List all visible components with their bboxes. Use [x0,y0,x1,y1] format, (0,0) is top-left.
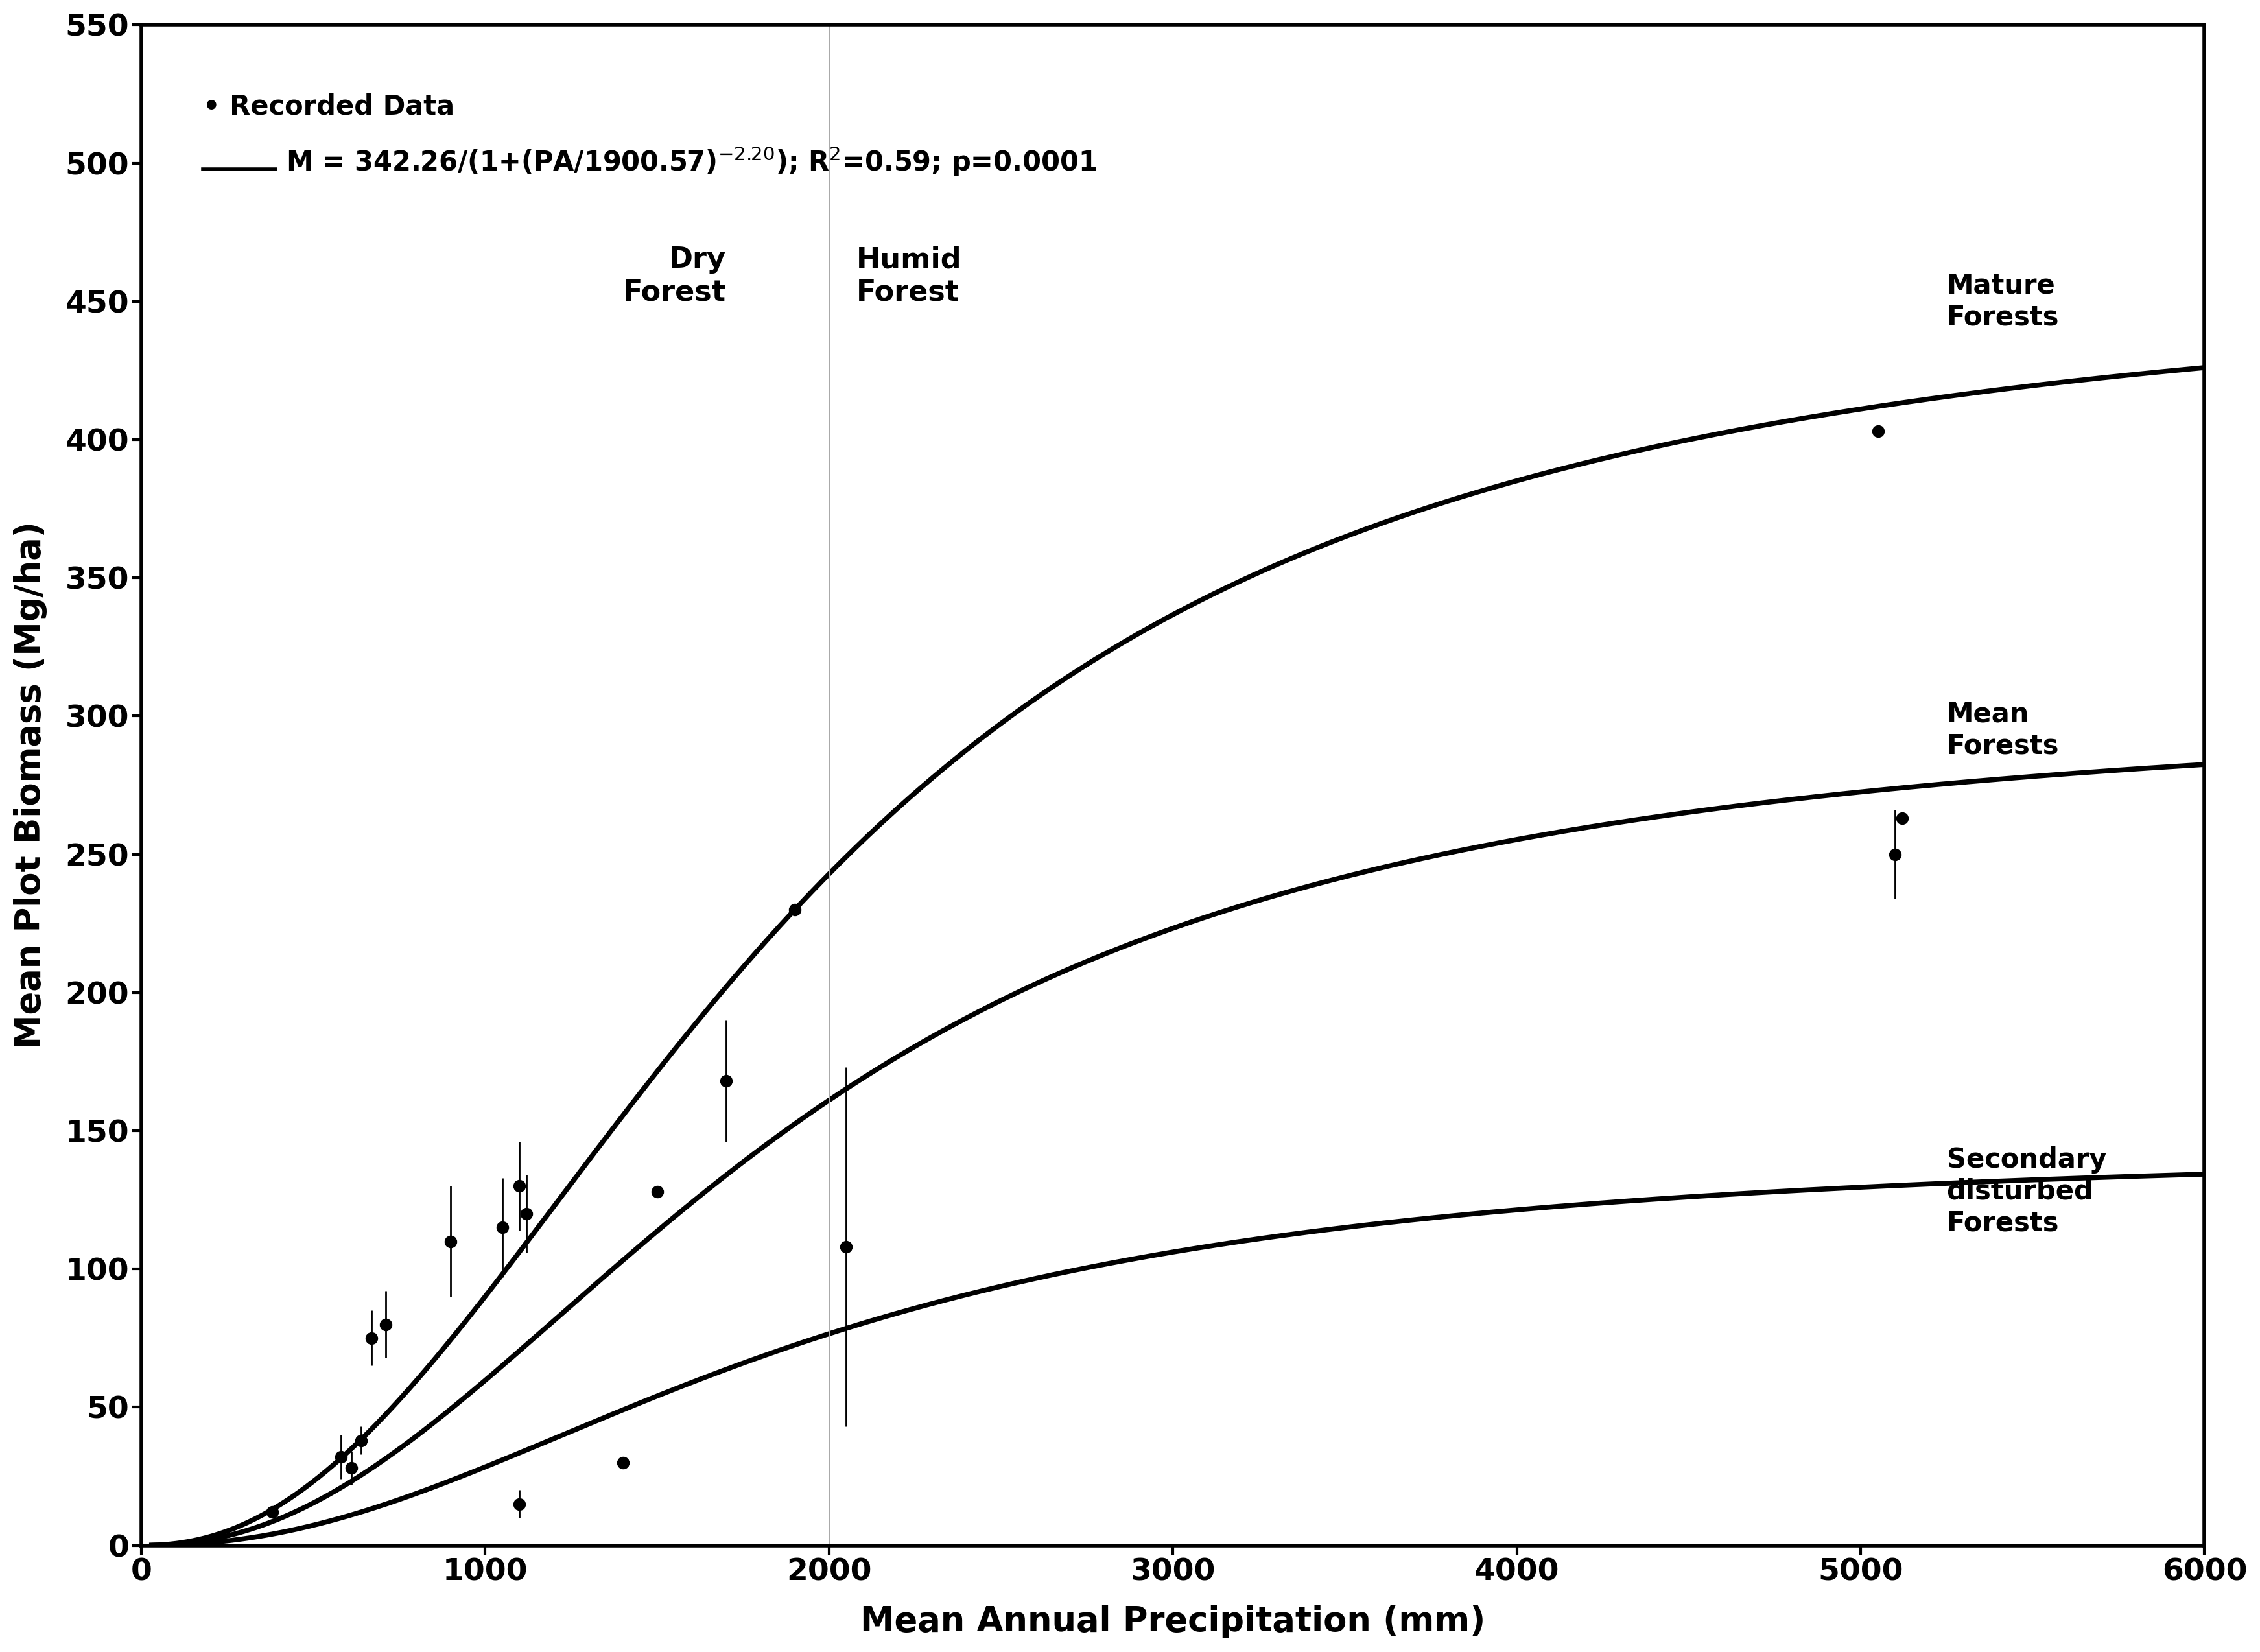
Text: • Recorded Data: • Recorded Data [203,93,454,121]
Text: Mean
Forests: Mean Forests [1946,700,2059,760]
Text: Humid
Forest: Humid Forest [857,246,963,306]
Text: Mature
Forests: Mature Forests [1946,273,2059,330]
Y-axis label: Mean Plot Biomass (Mg/ha): Mean Plot Biomass (Mg/ha) [14,522,47,1049]
X-axis label: Mean Annual Precipitation (mm): Mean Annual Precipitation (mm) [861,1604,1485,1639]
Text: M = 342.26/(1+(PA/1900.57)$^{-2.20}$); R$^{2}$=0.59; p=0.0001: M = 342.26/(1+(PA/1900.57)$^{-2.20}$); R… [285,145,1096,178]
Text: Dry
Forest: Dry Forest [624,246,725,306]
Text: Secondary
disturbed
Forests: Secondary disturbed Forests [1946,1146,2106,1237]
